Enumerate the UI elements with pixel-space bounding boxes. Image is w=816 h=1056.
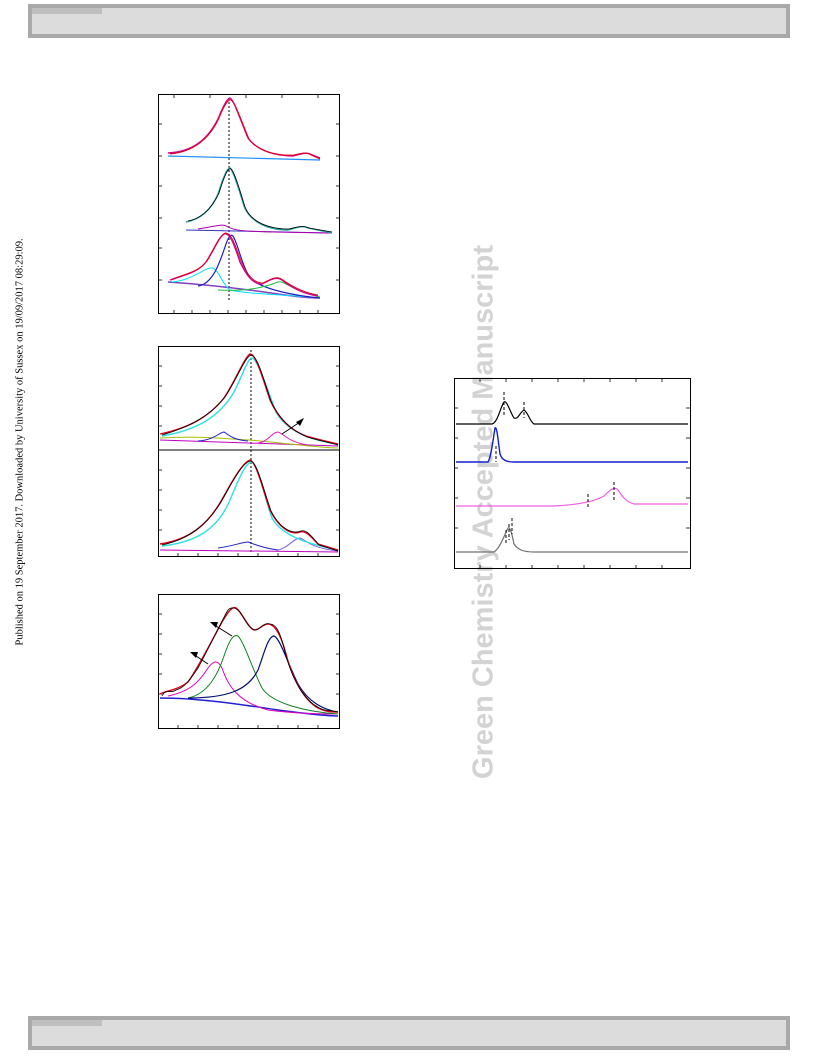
plot-frame	[158, 94, 340, 314]
trace-3-cyan-component	[171, 267, 321, 299]
annotation-arrow	[281, 418, 304, 435]
upper-baseline	[159, 439, 339, 447]
plot-frame	[158, 346, 340, 557]
gray-spectrum	[456, 527, 688, 553]
lower-blue-peak	[217, 541, 279, 551]
trace-1-data	[169, 99, 321, 160]
header-bar-shade	[32, 8, 102, 14]
trace-3-background	[167, 281, 321, 299]
spectrum-panel-middle	[158, 346, 340, 557]
header-bar	[28, 4, 790, 38]
navy-component	[187, 635, 339, 713]
trace-3-blue-component	[197, 234, 321, 299]
lower-baseline	[159, 549, 339, 553]
spectrum-panel-right	[454, 378, 691, 569]
green-component	[187, 635, 339, 715]
magenta-component	[167, 661, 339, 715]
spectrum-panel-bottom	[158, 594, 340, 729]
spectrum-panel-top	[158, 94, 340, 314]
plot-frame	[454, 378, 691, 569]
trace-2-fit	[185, 167, 333, 234]
peak-markers	[495, 392, 615, 544]
trace-3-data	[171, 232, 319, 296]
footer-bar	[28, 1016, 790, 1050]
lower-violet-peak	[277, 537, 339, 552]
upper-cyan-component	[161, 357, 339, 445]
blue-spectrum	[456, 427, 688, 463]
upper-green-component	[159, 436, 339, 449]
frame-ticks	[158, 94, 340, 314]
upper-magenta-peak	[257, 431, 309, 446]
lower-data	[161, 460, 339, 552]
publication-side-note: Published on 19 September 2017. Download…	[14, 238, 26, 646]
frame-ticks	[158, 613, 340, 729]
trace-1-baseline	[167, 155, 321, 161]
fit-curve	[159, 606, 339, 713]
plot-frame	[158, 594, 340, 729]
frame-ticks	[454, 378, 690, 569]
trace-2-data	[187, 168, 333, 233]
upper-data	[161, 354, 339, 446]
pink-spectrum	[456, 487, 688, 507]
footer-bar-shade	[32, 1020, 102, 1026]
data-curve	[161, 607, 339, 713]
background-line	[159, 697, 339, 717]
trace-2-component	[197, 224, 333, 234]
annotation-arrow-1	[210, 622, 233, 637]
annotation-arrow-2	[190, 652, 209, 665]
upper-blue-peak	[197, 431, 249, 442]
frame-ticks	[158, 365, 340, 557]
black-spectrum	[456, 401, 688, 425]
